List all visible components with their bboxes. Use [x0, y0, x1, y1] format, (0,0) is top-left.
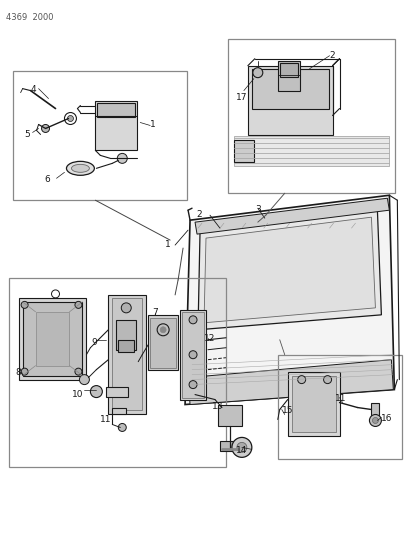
- Text: 14: 14: [236, 446, 247, 455]
- Bar: [116, 320, 136, 350]
- Circle shape: [160, 327, 166, 333]
- Bar: [280, 63, 298, 77]
- Bar: [112, 408, 126, 415]
- Bar: [150, 318, 176, 368]
- Bar: [278, 61, 299, 91]
- Text: 4: 4: [31, 85, 36, 94]
- Bar: [292, 376, 335, 432]
- Polygon shape: [198, 210, 381, 330]
- Bar: [220, 441, 240, 451]
- Bar: [371, 402, 379, 416]
- Circle shape: [42, 125, 49, 133]
- Bar: [98, 102, 135, 117]
- Bar: [95, 101, 137, 150]
- Circle shape: [253, 68, 263, 78]
- Circle shape: [80, 375, 89, 385]
- Circle shape: [75, 301, 82, 309]
- Text: 7: 7: [152, 308, 158, 317]
- Text: 8: 8: [16, 368, 21, 377]
- Text: 4369  2000: 4369 2000: [6, 13, 53, 22]
- Polygon shape: [185, 195, 395, 405]
- Circle shape: [117, 154, 127, 163]
- Text: 11: 11: [335, 393, 346, 402]
- Bar: [13, 71, 187, 200]
- Polygon shape: [188, 360, 393, 405]
- Text: 3: 3: [255, 205, 261, 214]
- Text: 16: 16: [381, 415, 393, 424]
- Bar: [252, 69, 328, 109]
- Bar: [118, 340, 134, 352]
- Text: 6: 6: [44, 175, 50, 184]
- Bar: [109, 295, 146, 415]
- Text: 1: 1: [150, 120, 156, 130]
- Text: 9: 9: [91, 338, 97, 347]
- Ellipse shape: [71, 164, 89, 172]
- Bar: [180, 310, 206, 400]
- Circle shape: [189, 316, 197, 324]
- Circle shape: [75, 368, 82, 375]
- Text: 2: 2: [196, 210, 202, 219]
- Circle shape: [118, 423, 126, 431]
- Polygon shape: [204, 217, 375, 323]
- Circle shape: [298, 376, 306, 384]
- Bar: [288, 372, 339, 437]
- Bar: [234, 140, 254, 163]
- Text: 1: 1: [165, 240, 171, 249]
- Bar: [218, 405, 242, 426]
- Circle shape: [121, 303, 131, 313]
- Circle shape: [21, 368, 28, 375]
- Bar: [278, 354, 402, 459]
- Circle shape: [189, 381, 197, 389]
- Text: 2: 2: [330, 51, 335, 60]
- Circle shape: [67, 116, 73, 122]
- Text: 13: 13: [212, 401, 224, 410]
- Bar: [182, 312, 204, 398]
- Text: 11: 11: [100, 416, 112, 424]
- Polygon shape: [195, 198, 389, 234]
- Text: 12: 12: [204, 334, 215, 343]
- Bar: [106, 386, 128, 397]
- Bar: [234, 136, 389, 166]
- Bar: [148, 315, 178, 370]
- Circle shape: [369, 415, 381, 426]
- Circle shape: [232, 438, 252, 457]
- Text: 17: 17: [236, 93, 247, 102]
- Circle shape: [237, 442, 247, 453]
- Circle shape: [21, 301, 28, 309]
- Ellipse shape: [67, 161, 94, 175]
- Bar: [9, 278, 226, 467]
- Bar: [248, 66, 333, 135]
- Circle shape: [189, 351, 197, 359]
- Bar: [22, 302, 82, 376]
- Bar: [35, 312, 69, 366]
- Bar: [19, 298, 86, 379]
- Circle shape: [373, 417, 378, 423]
- Bar: [112, 298, 142, 409]
- Text: 10: 10: [73, 390, 84, 399]
- Circle shape: [91, 385, 102, 398]
- Bar: [228, 39, 395, 193]
- Circle shape: [324, 376, 332, 384]
- Text: 15: 15: [282, 406, 293, 415]
- Text: 5: 5: [24, 131, 30, 140]
